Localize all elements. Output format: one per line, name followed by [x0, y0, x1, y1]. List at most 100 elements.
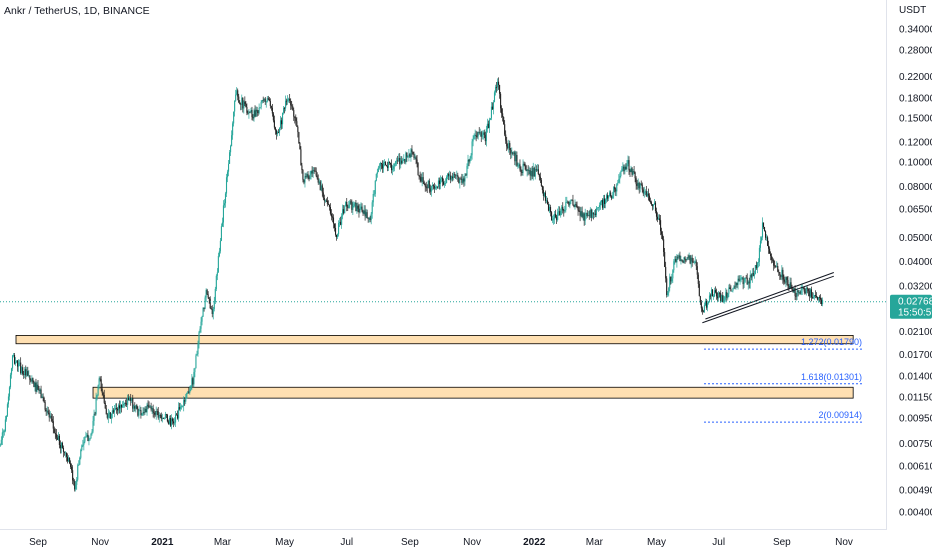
- candle-body: [416, 159, 418, 164]
- candle-body: [589, 209, 591, 217]
- candle: [188, 387, 190, 394]
- candle: [625, 163, 627, 170]
- candle-body: [463, 178, 465, 182]
- candle: [754, 264, 756, 275]
- candle-body: [669, 276, 671, 289]
- candle-body: [602, 198, 605, 208]
- candle-body: [661, 231, 663, 235]
- trendline[interactable]: [705, 272, 834, 320]
- candle: [1, 428, 3, 445]
- candle-body: [210, 308, 212, 310]
- candle-body: [369, 217, 371, 220]
- candle: [137, 406, 139, 417]
- candle: [206, 288, 208, 295]
- candle-body: [4, 419, 6, 431]
- candle-body: [305, 176, 307, 177]
- candle: [761, 217, 764, 241]
- candle: [321, 183, 323, 197]
- candle: [36, 381, 38, 393]
- candle-body: [492, 102, 495, 110]
- candle-body: [461, 178, 463, 183]
- candle-body: [255, 109, 257, 117]
- candle-body: [402, 159, 404, 164]
- candle-body: [475, 134, 477, 137]
- candle: [440, 176, 443, 183]
- candle: [61, 441, 64, 449]
- candle: [406, 152, 408, 162]
- candle: [203, 307, 205, 312]
- candle-body: [420, 177, 422, 182]
- candle: [83, 437, 85, 451]
- candle-body: [211, 309, 213, 315]
- candle-body: [504, 124, 506, 135]
- candle: [175, 411, 177, 428]
- candle: [619, 172, 621, 184]
- candle-body: [3, 430, 5, 432]
- candle: [30, 378, 32, 383]
- trendline[interactable]: [702, 275, 834, 324]
- candle-body: [571, 199, 573, 201]
- candle: [701, 306, 703, 315]
- candle: [215, 274, 217, 292]
- candle-body: [42, 396, 44, 398]
- candle: [373, 190, 375, 197]
- candle-body: [181, 405, 183, 407]
- candle: [232, 121, 234, 140]
- candle-body: [666, 278, 668, 296]
- candle-body: [634, 172, 636, 179]
- candle-body: [34, 382, 36, 388]
- candle-body: [484, 134, 486, 142]
- candle-body: [680, 259, 682, 261]
- candle: [721, 294, 723, 303]
- candle-body: [107, 413, 109, 418]
- candle: [457, 172, 459, 182]
- candle: [646, 191, 648, 198]
- candle: [563, 208, 565, 217]
- candle: [374, 180, 376, 197]
- candle-body: [781, 269, 783, 278]
- candle: [235, 89, 237, 102]
- candle-body: [284, 108, 286, 109]
- candle-body: [763, 227, 766, 232]
- candle: [220, 223, 222, 242]
- candle-body: [137, 408, 139, 416]
- price-axis[interactable]: 0.340000.280000.220000.180000.150000.120…: [899, 25, 932, 519]
- candle: [570, 199, 572, 205]
- candle-body: [252, 117, 254, 119]
- candle-body: [175, 414, 177, 423]
- candle-body: [588, 215, 590, 217]
- candle-body: [325, 200, 327, 202]
- candle: [612, 191, 614, 199]
- candle: [725, 287, 727, 302]
- candle: [141, 412, 143, 416]
- candle: [605, 198, 607, 209]
- candle: [670, 276, 672, 285]
- candle: [674, 256, 676, 265]
- candle: [433, 182, 435, 193]
- candle: [78, 460, 80, 466]
- candle-body: [384, 162, 387, 166]
- candle: [170, 414, 173, 430]
- candle-body: [490, 106, 492, 119]
- candle-body: [754, 265, 756, 274]
- candle: [544, 190, 546, 204]
- candle-body: [537, 169, 539, 175]
- candle-body: [0, 444, 1, 446]
- time-axis[interactable]: Sep Nov 2021 Mar May Jul Sep Nov 2022 Mar May Jul Se…: [29, 537, 853, 548]
- candle-body: [98, 378, 100, 386]
- candle-body: [676, 256, 678, 263]
- candle-body: [540, 180, 542, 186]
- candle: [426, 184, 428, 193]
- candle: [758, 245, 760, 267]
- candle: [428, 178, 430, 194]
- candle: [593, 210, 595, 218]
- candle-body: [318, 181, 320, 183]
- candle-body: [33, 382, 35, 388]
- candle-body: [74, 481, 76, 490]
- candle: [393, 163, 395, 172]
- candle: [491, 102, 494, 110]
- candle: [156, 408, 158, 416]
- candle-body: [752, 273, 754, 276]
- candle: [162, 417, 164, 420]
- candle: [359, 203, 361, 214]
